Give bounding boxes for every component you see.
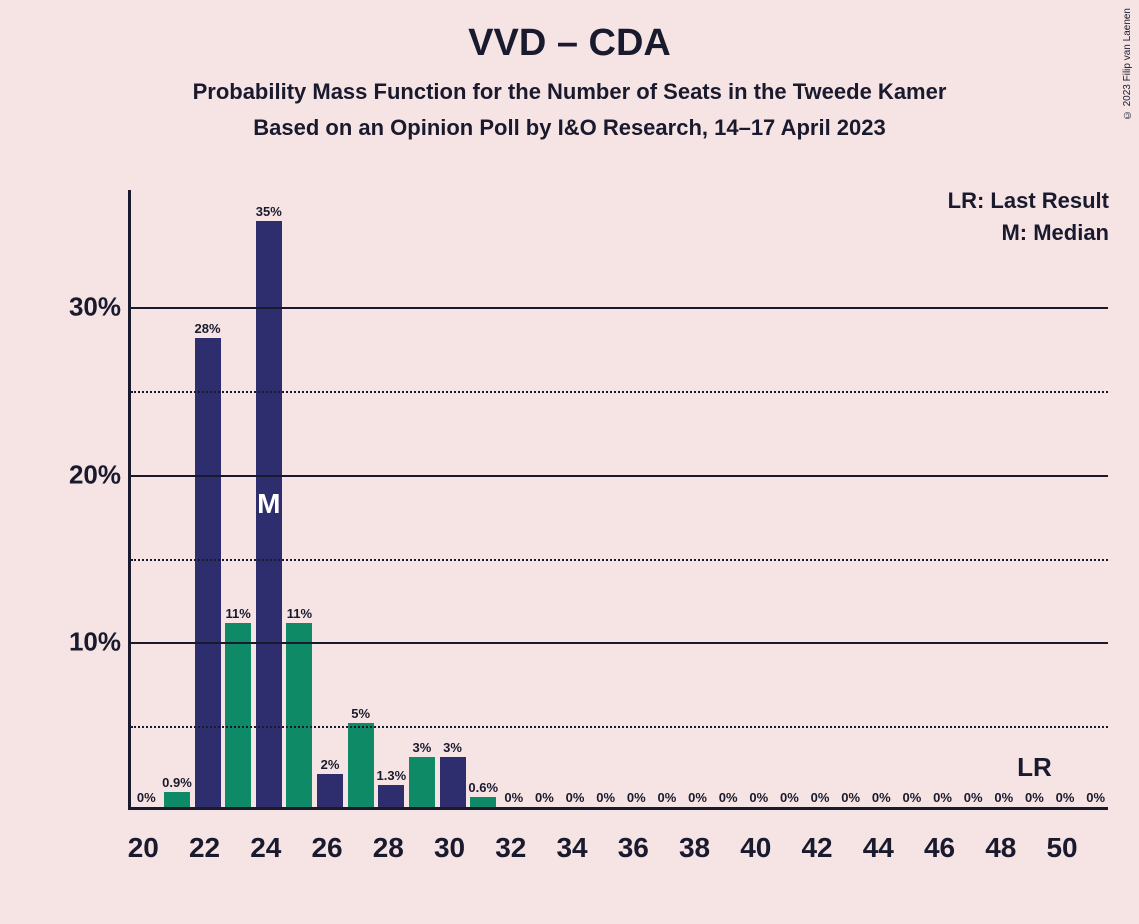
- x-axis-ticks: 20 22 24 26 28 30 32 34 36 38 40 42 44 46 48 50: [128, 818, 1108, 878]
- x-tick-label: 36: [618, 832, 649, 864]
- bar-value-label: 0%: [596, 790, 615, 805]
- y-tick-label: 30%: [69, 292, 121, 323]
- grid-major: [131, 642, 1108, 644]
- bar: 0.9%: [164, 792, 190, 807]
- median-marker: M: [257, 488, 280, 520]
- plot-area: 0%0.9%28%11%35%11%2%5%1.3%3%3%0.6%0%0%0%…: [128, 190, 1108, 810]
- bar-value-label: 0%: [841, 790, 860, 805]
- bar: 28%: [195, 338, 221, 807]
- bar: 3%: [440, 757, 466, 807]
- bar-value-label: 0%: [1056, 790, 1075, 805]
- x-tick-label: 50: [1046, 832, 1077, 864]
- bar-value-label: 0%: [780, 790, 799, 805]
- bar-value-label: 11%: [226, 606, 251, 621]
- x-tick-label: 48: [985, 832, 1016, 864]
- x-tick-label: 24: [250, 832, 281, 864]
- bar-value-label: 2%: [321, 757, 340, 772]
- bar-value-label: 0%: [964, 790, 983, 805]
- bar-value-label: 0%: [933, 790, 952, 805]
- bar-value-label: 0%: [903, 790, 922, 805]
- x-tick-label: 28: [373, 832, 404, 864]
- bar-value-label: 0%: [504, 790, 523, 805]
- bar-value-label: 0%: [994, 790, 1013, 805]
- x-tick-label: 26: [311, 832, 342, 864]
- bar-value-label: 1.3%: [376, 768, 406, 783]
- bar-value-label: 0%: [811, 790, 830, 805]
- bar: 2%: [317, 774, 343, 808]
- bar: 1.3%: [378, 785, 404, 807]
- bar-value-label: 0.6%: [468, 780, 498, 795]
- bar-value-label: 0%: [535, 790, 554, 805]
- bar: 11%: [225, 623, 251, 807]
- x-tick-label: 38: [679, 832, 710, 864]
- bar: 11%: [286, 623, 312, 807]
- chart-subtitle-1: Probability Mass Function for the Number…: [0, 79, 1139, 105]
- bar-value-label: 0%: [1086, 790, 1105, 805]
- y-tick-label: 10%: [69, 627, 121, 658]
- bars-layer: 0%0.9%28%11%35%11%2%5%1.3%3%3%0.6%0%0%0%…: [131, 190, 1108, 807]
- bar-value-label: 3%: [413, 740, 432, 755]
- x-tick-label: 22: [189, 832, 220, 864]
- bar-value-label: 0%: [658, 790, 677, 805]
- bar-value-label: 0%: [627, 790, 646, 805]
- bar-value-label: 35%: [256, 204, 282, 219]
- bar-value-label: 0.9%: [162, 775, 192, 790]
- x-tick-label: 30: [434, 832, 465, 864]
- x-tick-label: 32: [495, 832, 526, 864]
- copyright: © 2023 Filip van Laenen: [1122, 8, 1133, 120]
- bar-value-label: 3%: [443, 740, 462, 755]
- grid-major: [131, 475, 1108, 477]
- x-tick-label: 40: [740, 832, 771, 864]
- last-result-marker: LR: [1017, 752, 1052, 783]
- bar-value-label: 0%: [137, 790, 156, 805]
- x-tick-label: 42: [801, 832, 832, 864]
- bar-value-label: 11%: [287, 606, 312, 621]
- bar-value-label: 0%: [566, 790, 585, 805]
- chart-title: VVD – CDA: [0, 0, 1139, 65]
- bar-value-label: 0%: [749, 790, 768, 805]
- bar-value-label: 28%: [195, 321, 221, 336]
- x-tick-label: 44: [863, 832, 894, 864]
- grid-minor: [131, 391, 1108, 393]
- x-tick-label: 34: [556, 832, 587, 864]
- x-tick-label: 20: [128, 832, 159, 864]
- grid-minor: [131, 559, 1108, 561]
- chart-subtitle-2: Based on an Opinion Poll by I&O Research…: [0, 115, 1139, 141]
- bar-value-label: 0%: [1025, 790, 1044, 805]
- y-tick-label: 20%: [69, 459, 121, 490]
- bar-value-label: 0%: [688, 790, 707, 805]
- grid-minor: [131, 726, 1108, 728]
- grid-major: [131, 307, 1108, 309]
- bar-value-label: 5%: [351, 706, 370, 721]
- bar: 0.6%: [470, 797, 496, 807]
- bar-value-label: 0%: [719, 790, 738, 805]
- bar: 3%: [409, 757, 435, 807]
- bar: 5%: [348, 723, 374, 807]
- x-tick-label: 46: [924, 832, 955, 864]
- bar-value-label: 0%: [872, 790, 891, 805]
- chart: 0%0.9%28%11%35%11%2%5%1.3%3%3%0.6%0%0%0%…: [40, 190, 1110, 890]
